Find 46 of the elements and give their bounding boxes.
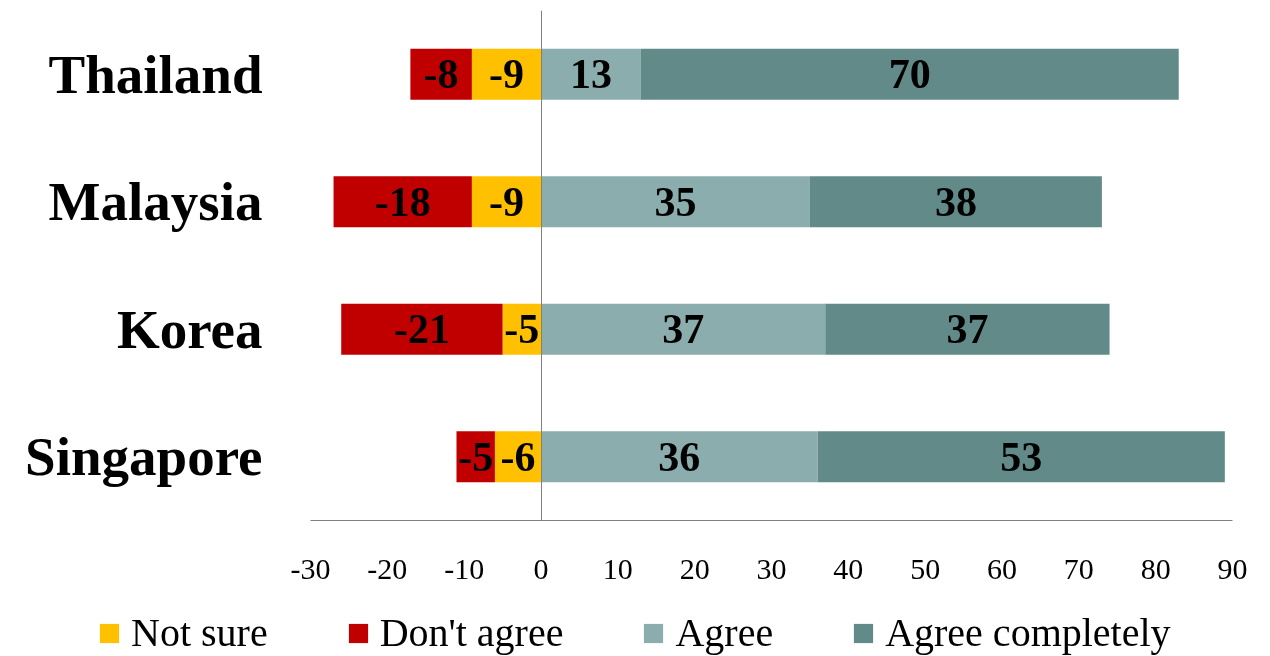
data-label: 36 <box>658 433 701 480</box>
data-label: 38 <box>934 178 977 225</box>
legend-label: Agree completely <box>885 609 1171 656</box>
x-tick-label: 90 <box>1217 551 1248 585</box>
bar <box>541 431 818 483</box>
x-tick-label: 70 <box>1063 551 1094 585</box>
legend-label: Don't agree <box>379 609 564 656</box>
x-tick-label: 30 <box>756 551 787 585</box>
x-tick-label: 0 <box>533 551 549 585</box>
legend-label: Not sure <box>131 609 268 656</box>
bar <box>341 303 503 355</box>
bar <box>640 48 1179 100</box>
bar <box>541 303 826 355</box>
x-tick-label: 10 <box>602 551 633 585</box>
bar <box>809 176 1102 228</box>
x-tick-label: -20 <box>367 551 408 585</box>
data-label: -5 <box>458 433 494 480</box>
x-tick-label: 80 <box>1140 551 1171 585</box>
x-tick-label: 60 <box>987 551 1017 585</box>
data-label: 53 <box>1000 433 1043 480</box>
x-tick-label: 20 <box>679 551 710 585</box>
data-label: -6 <box>500 433 536 480</box>
data-label: -8 <box>423 51 459 98</box>
data-label: -21 <box>393 306 450 353</box>
x-tick-label: 50 <box>910 551 941 585</box>
data-label: -5 <box>504 306 540 353</box>
data-label: -18 <box>374 178 431 225</box>
data-label: -9 <box>488 178 524 225</box>
bar <box>817 431 1225 483</box>
data-label: 37 <box>662 306 705 353</box>
bar <box>541 176 810 228</box>
bar <box>333 176 472 228</box>
data-label: -9 <box>488 51 524 98</box>
bar <box>825 303 1110 355</box>
x-tick-label: -30 <box>290 551 331 585</box>
y-tick-label: Malaysia <box>48 171 263 233</box>
legend-label: Agree <box>675 609 774 656</box>
data-label: 13 <box>569 51 612 98</box>
y-tick-label: Thailand <box>48 43 263 105</box>
x-tick-label: -10 <box>444 551 485 585</box>
data-label: 37 <box>946 306 989 353</box>
data-label: 35 <box>654 178 697 225</box>
y-tick-label: Korea <box>116 298 263 360</box>
data-label: 70 <box>888 51 931 98</box>
x-tick-label: 40 <box>833 551 864 585</box>
y-tick-label: Singapore <box>25 426 263 488</box>
